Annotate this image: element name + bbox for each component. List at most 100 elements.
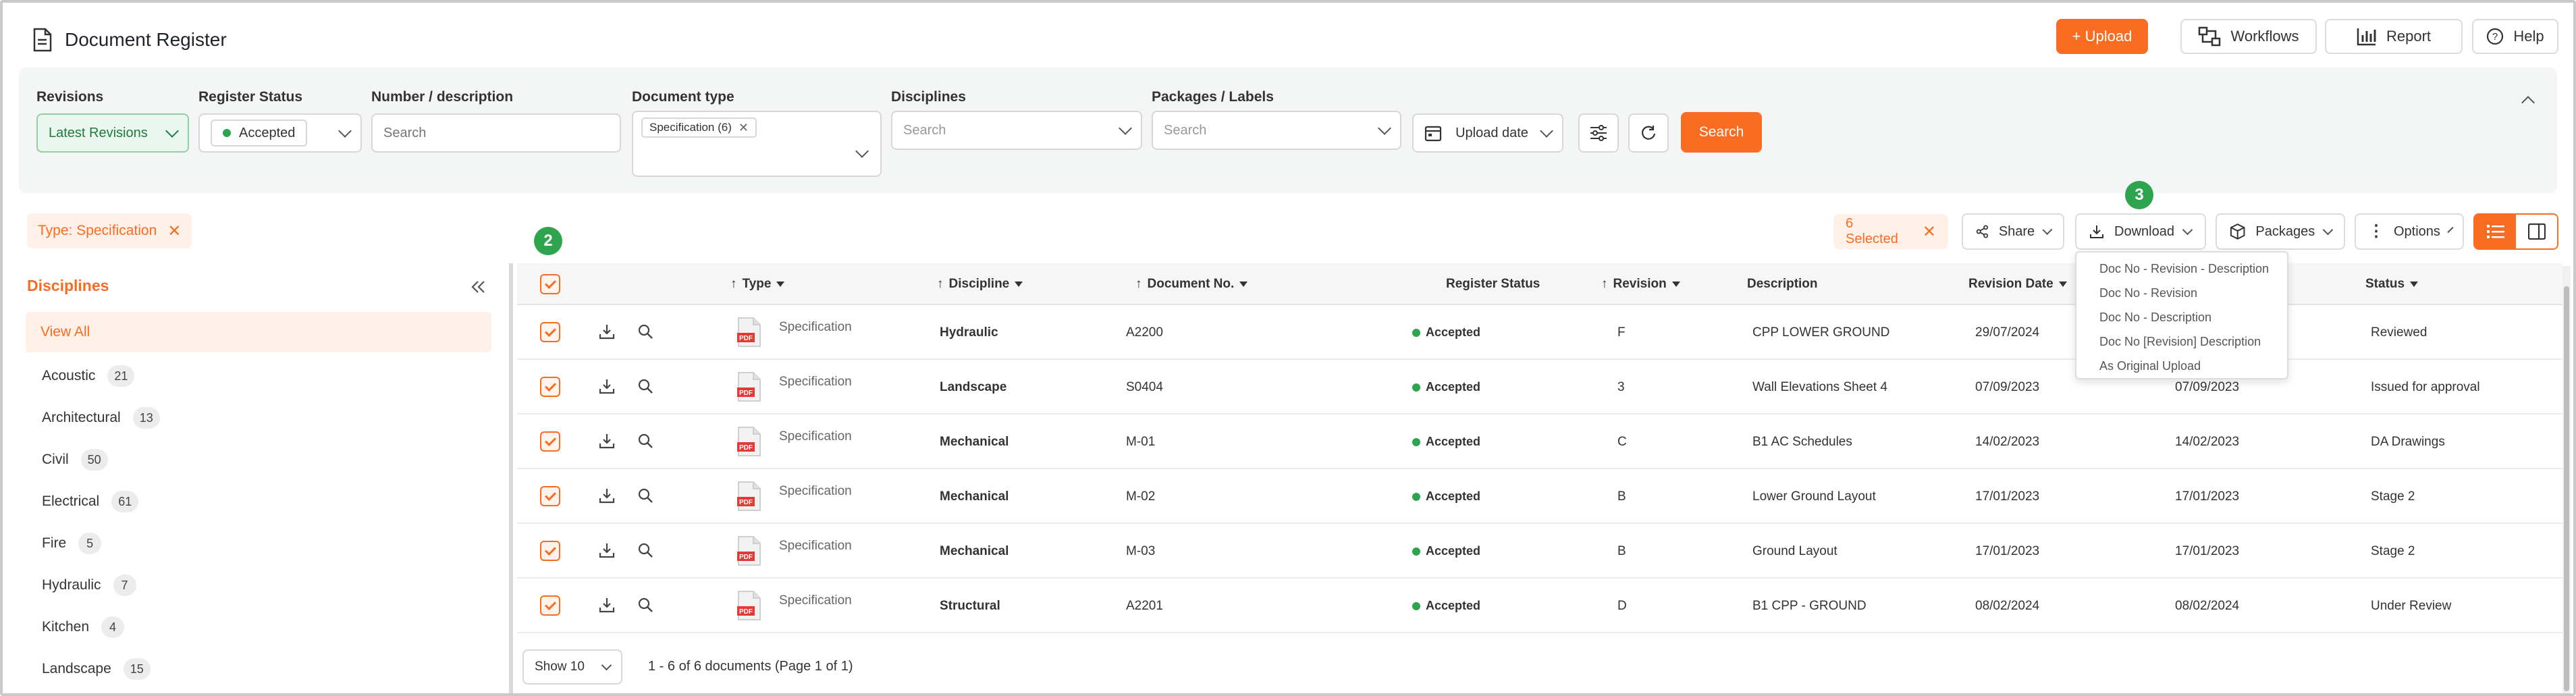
row-preview-button[interactable] [637, 542, 653, 558]
packages-select[interactable]: Search [1152, 111, 1401, 150]
table-row[interactable]: PDF Specification Landscape S0404 Accepted 3 W… [517, 360, 2562, 414]
chevron-down-icon [2447, 226, 2454, 234]
header-discipline[interactable]: ↑ Discipline [937, 277, 1023, 292]
help-button[interactable]: ? Help [2472, 19, 2558, 54]
svg-text:PDF: PDF [739, 335, 753, 342]
split-view-button[interactable] [2516, 215, 2557, 248]
options-button[interactable]: ⋮ Options [2355, 213, 2464, 250]
clear-selection-icon[interactable]: ✕ [1922, 222, 1936, 241]
row-checkbox[interactable] [540, 541, 560, 561]
row-preview-button[interactable] [637, 597, 653, 613]
download-menu-item[interactable]: Doc No - Revision - Description [2099, 261, 2270, 275]
status-dot-icon [1412, 601, 1420, 610]
sidebar-item-label: Acoustic [42, 368, 96, 383]
header-document-no[interactable]: ↑ Document No. [1135, 277, 1248, 292]
cell-upload-date: 07/09/2023 [2175, 380, 2240, 394]
sidebar-item-electrical[interactable]: Electrical 61 [26, 481, 491, 523]
sidebar-item-acoustic[interactable]: Acoustic 21 [26, 355, 491, 397]
table-scrollbar[interactable] [2562, 266, 2571, 693]
collapse-sidebar-icon[interactable] [470, 279, 486, 294]
revisions-label: Revisions [36, 89, 104, 105]
row-checkbox[interactable] [540, 431, 560, 452]
row-preview-button[interactable] [637, 323, 653, 340]
row-download-button[interactable] [598, 432, 616, 450]
header-type[interactable]: ↑ Type [730, 277, 785, 292]
table-row[interactable]: PDF Specification Mechanical M-01 Accepted C B… [517, 414, 2562, 469]
header-status[interactable]: Status [2365, 277, 2419, 292]
cell-revision-date: 17/01/2023 [1975, 544, 2040, 558]
cell-register-status: Accepted [1412, 599, 1480, 613]
register-status-text: Accepted [1426, 544, 1481, 558]
row-checkbox[interactable] [540, 377, 560, 397]
list-view-button[interactable] [2475, 215, 2516, 248]
row-checkbox[interactable] [540, 486, 560, 506]
sidebar-item-hydraulic[interactable]: Hydraulic 7 [26, 564, 491, 606]
header-revision-date[interactable]: Revision Date [1968, 277, 2067, 292]
register-status-select[interactable]: Accepted [198, 113, 362, 153]
split-view-icon [2527, 223, 2546, 240]
share-button[interactable]: Share [1962, 213, 2064, 250]
cell-revision-date: 29/07/2024 [1975, 325, 2040, 340]
upload-date-select[interactable]: Upload date [1412, 113, 1563, 153]
row-download-button[interactable] [598, 596, 616, 614]
sidebar-item-label: Kitchen [42, 619, 90, 635]
document-type-tag-label: Specification (6) [649, 121, 732, 134]
sidebar-item-label: Architectural [42, 410, 121, 425]
download-menu-item[interactable]: Doc No - Description [2099, 310, 2212, 324]
upload-button[interactable]: + Upload [2056, 19, 2148, 54]
row-preview-button[interactable] [637, 378, 653, 394]
cell-register-status: Accepted [1412, 544, 1480, 558]
cell-register-status: Accepted [1412, 325, 1480, 340]
remove-filter-icon[interactable]: ✕ [167, 221, 182, 240]
download-menu-item[interactable]: Doc No - Revision [2099, 286, 2198, 300]
download-menu-item[interactable]: Doc No [Revision] Description [2099, 334, 2261, 348]
cell-revision: B [1617, 544, 1626, 558]
number-description-input[interactable] [371, 113, 621, 153]
table-row[interactable]: PDF Specification Mechanical M-02 Accepted B L… [517, 469, 2562, 524]
reset-filters-button[interactable] [1628, 113, 1669, 153]
caret-down-icon [2058, 282, 2067, 287]
scrollbar-thumb[interactable] [2564, 286, 2569, 691]
packages-button[interactable]: Packages [2216, 213, 2345, 250]
workflows-button[interactable]: Workflows [2180, 19, 2317, 54]
row-checkbox[interactable] [540, 595, 560, 616]
chevron-down-icon [601, 660, 612, 671]
download-button[interactable]: Download [2075, 213, 2206, 250]
row-download-button[interactable] [598, 377, 616, 395]
checkmark-icon [544, 434, 556, 446]
sidebar-item-view-all[interactable]: View All [26, 312, 491, 352]
download-menu-item[interactable]: As Original Upload [2099, 358, 2201, 373]
row-checkbox[interactable] [540, 322, 560, 342]
header-revision[interactable]: ↑ Revision [1601, 277, 1680, 292]
document-type-select[interactable]: Specification (6) ✕ [632, 111, 882, 177]
pdf-file-icon: PDF [737, 481, 761, 511]
sidebar-item-landscape[interactable]: Landscape 15 [26, 648, 491, 690]
filter-settings-button[interactable] [1578, 113, 1619, 153]
chevron-down-icon [1540, 124, 1553, 138]
search-button[interactable]: Search [1681, 112, 1762, 153]
cell-discipline: Mechanical [940, 544, 1009, 558]
row-download-button[interactable] [598, 541, 616, 559]
cell-revision-date: 14/02/2023 [1975, 435, 2040, 449]
revisions-select[interactable]: Latest Revisions [36, 113, 189, 153]
sidebar-item-kitchen[interactable]: Kitchen 4 [26, 606, 491, 648]
table-row[interactable]: PDF Specification Mechanical M-03 Accepted B G… [517, 524, 2562, 579]
table-row[interactable]: PDF Specification Structural A2201 Accepted D… [517, 579, 2562, 633]
sidebar-item-architectural[interactable]: Architectural 13 [26, 397, 491, 439]
sidebar-item-label: Electrical [42, 493, 100, 509]
sidebar-item-civil[interactable]: Civil 50 [26, 439, 491, 481]
disciplines-sidebar: Disciplines View All Acoustic 21 Architect… [5, 263, 513, 693]
sidebar-item-fire[interactable]: Fire 5 [26, 523, 491, 564]
row-download-button[interactable] [598, 323, 616, 340]
row-preview-button[interactable] [637, 433, 653, 449]
disciplines-select[interactable]: Search [891, 111, 1142, 150]
select-all-checkbox[interactable] [540, 274, 560, 294]
register-status-label: Register Status [198, 89, 303, 105]
table-row[interactable]: PDF Specification Hydraulic A2200 Accepted F C… [517, 305, 2562, 360]
row-preview-button[interactable] [637, 487, 653, 504]
refresh-icon [1641, 126, 1656, 140]
page-size-select[interactable]: Show 10 [522, 649, 622, 685]
remove-tag-icon[interactable]: ✕ [738, 120, 749, 134]
row-download-button[interactable] [598, 487, 616, 504]
report-button[interactable]: Report [2325, 19, 2463, 54]
